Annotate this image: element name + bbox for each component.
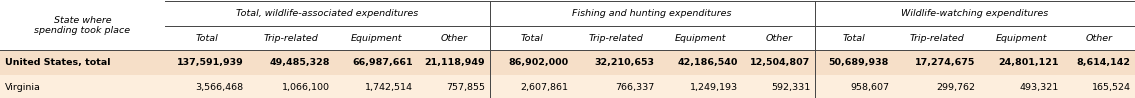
Text: Fishing and hunting expenditures: Fishing and hunting expenditures [572, 9, 732, 18]
Text: 1,249,193: 1,249,193 [690, 83, 738, 92]
Text: 2,607,861: 2,607,861 [521, 83, 569, 92]
Text: Other: Other [1085, 34, 1112, 43]
Text: 50,689,938: 50,689,938 [829, 58, 889, 67]
Text: Equipment: Equipment [351, 34, 402, 43]
Text: 42,186,540: 42,186,540 [678, 58, 738, 67]
Text: State where
spending took place: State where spending took place [34, 16, 131, 35]
Text: 1,742,514: 1,742,514 [365, 83, 413, 92]
Text: 21,118,949: 21,118,949 [424, 58, 485, 67]
Text: 3,566,468: 3,566,468 [195, 83, 244, 92]
Text: United States, total: United States, total [5, 58, 110, 67]
Text: 165,524: 165,524 [1092, 83, 1130, 92]
Text: Trip-related: Trip-related [909, 34, 964, 43]
Text: Equipment: Equipment [675, 34, 726, 43]
Text: 299,762: 299,762 [936, 83, 975, 92]
Text: Trip-related: Trip-related [264, 34, 319, 43]
Text: 757,855: 757,855 [446, 83, 485, 92]
Text: Virginia: Virginia [5, 83, 41, 92]
Text: Other: Other [765, 34, 792, 43]
Bar [0, 75, 1135, 98]
Text: Total: Total [520, 34, 543, 43]
Text: 12,504,807: 12,504,807 [750, 58, 810, 67]
Text: Total, wildlife-associated expenditures: Total, wildlife-associated expenditures [236, 9, 419, 18]
Text: 137,591,939: 137,591,939 [177, 58, 244, 67]
Text: Total: Total [843, 34, 866, 43]
Text: 17,274,675: 17,274,675 [915, 58, 975, 67]
Text: Total: Total [195, 34, 218, 43]
Text: 592,331: 592,331 [771, 83, 810, 92]
Text: 493,321: 493,321 [1019, 83, 1059, 92]
Text: 66,987,661: 66,987,661 [353, 58, 413, 67]
Text: 8,614,142: 8,614,142 [1076, 58, 1130, 67]
Text: Wildlife-watching expenditures: Wildlife-watching expenditures [901, 9, 1049, 18]
Text: Equipment: Equipment [995, 34, 1046, 43]
Text: 766,337: 766,337 [615, 83, 655, 92]
Text: 24,801,121: 24,801,121 [998, 58, 1059, 67]
Bar [0, 50, 1135, 75]
Text: Trip-related: Trip-related [589, 34, 644, 43]
Text: 86,902,000: 86,902,000 [508, 58, 569, 67]
Text: 958,607: 958,607 [850, 83, 889, 92]
Text: Other: Other [440, 34, 468, 43]
Text: 32,210,653: 32,210,653 [595, 58, 655, 67]
Text: 49,485,328: 49,485,328 [269, 58, 329, 67]
Text: 1,066,100: 1,066,100 [281, 83, 329, 92]
